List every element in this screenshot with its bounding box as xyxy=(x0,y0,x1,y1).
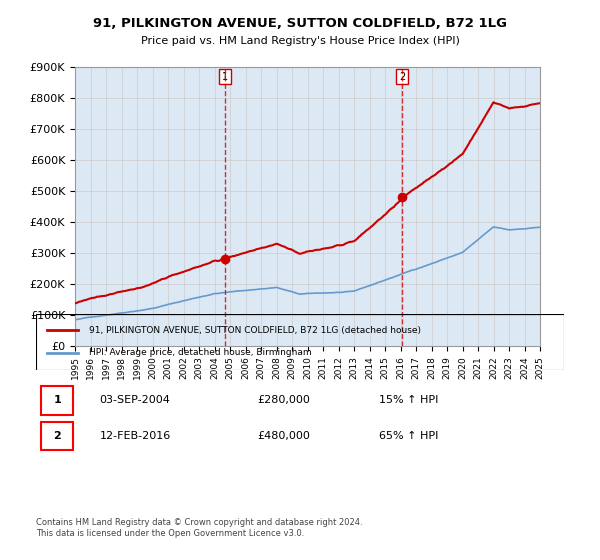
Text: £480,000: £480,000 xyxy=(258,431,311,441)
Text: 91, PILKINGTON AVENUE, SUTTON COLDFIELD, B72 1LG (detached house): 91, PILKINGTON AVENUE, SUTTON COLDFIELD,… xyxy=(89,326,421,335)
Text: 1: 1 xyxy=(222,72,228,82)
Text: 12-FEB-2016: 12-FEB-2016 xyxy=(100,431,170,441)
Text: 15% ↑ HPI: 15% ↑ HPI xyxy=(379,395,439,405)
Text: 91, PILKINGTON AVENUE, SUTTON COLDFIELD, B72 1LG: 91, PILKINGTON AVENUE, SUTTON COLDFIELD,… xyxy=(93,17,507,30)
Text: 65% ↑ HPI: 65% ↑ HPI xyxy=(379,431,439,441)
Text: HPI: Average price, detached house, Birmingham: HPI: Average price, detached house, Birm… xyxy=(89,348,311,357)
Text: Price paid vs. HM Land Registry's House Price Index (HPI): Price paid vs. HM Land Registry's House … xyxy=(140,36,460,46)
Text: Contains HM Land Registry data © Crown copyright and database right 2024.
This d: Contains HM Land Registry data © Crown c… xyxy=(36,518,362,538)
Bar xyxy=(41,422,73,450)
Text: 1: 1 xyxy=(53,395,61,405)
Text: £280,000: £280,000 xyxy=(258,395,311,405)
Text: 03-SEP-2004: 03-SEP-2004 xyxy=(100,395,170,405)
Bar xyxy=(41,386,73,414)
Text: 2: 2 xyxy=(399,72,406,82)
Text: 2: 2 xyxy=(53,431,61,441)
